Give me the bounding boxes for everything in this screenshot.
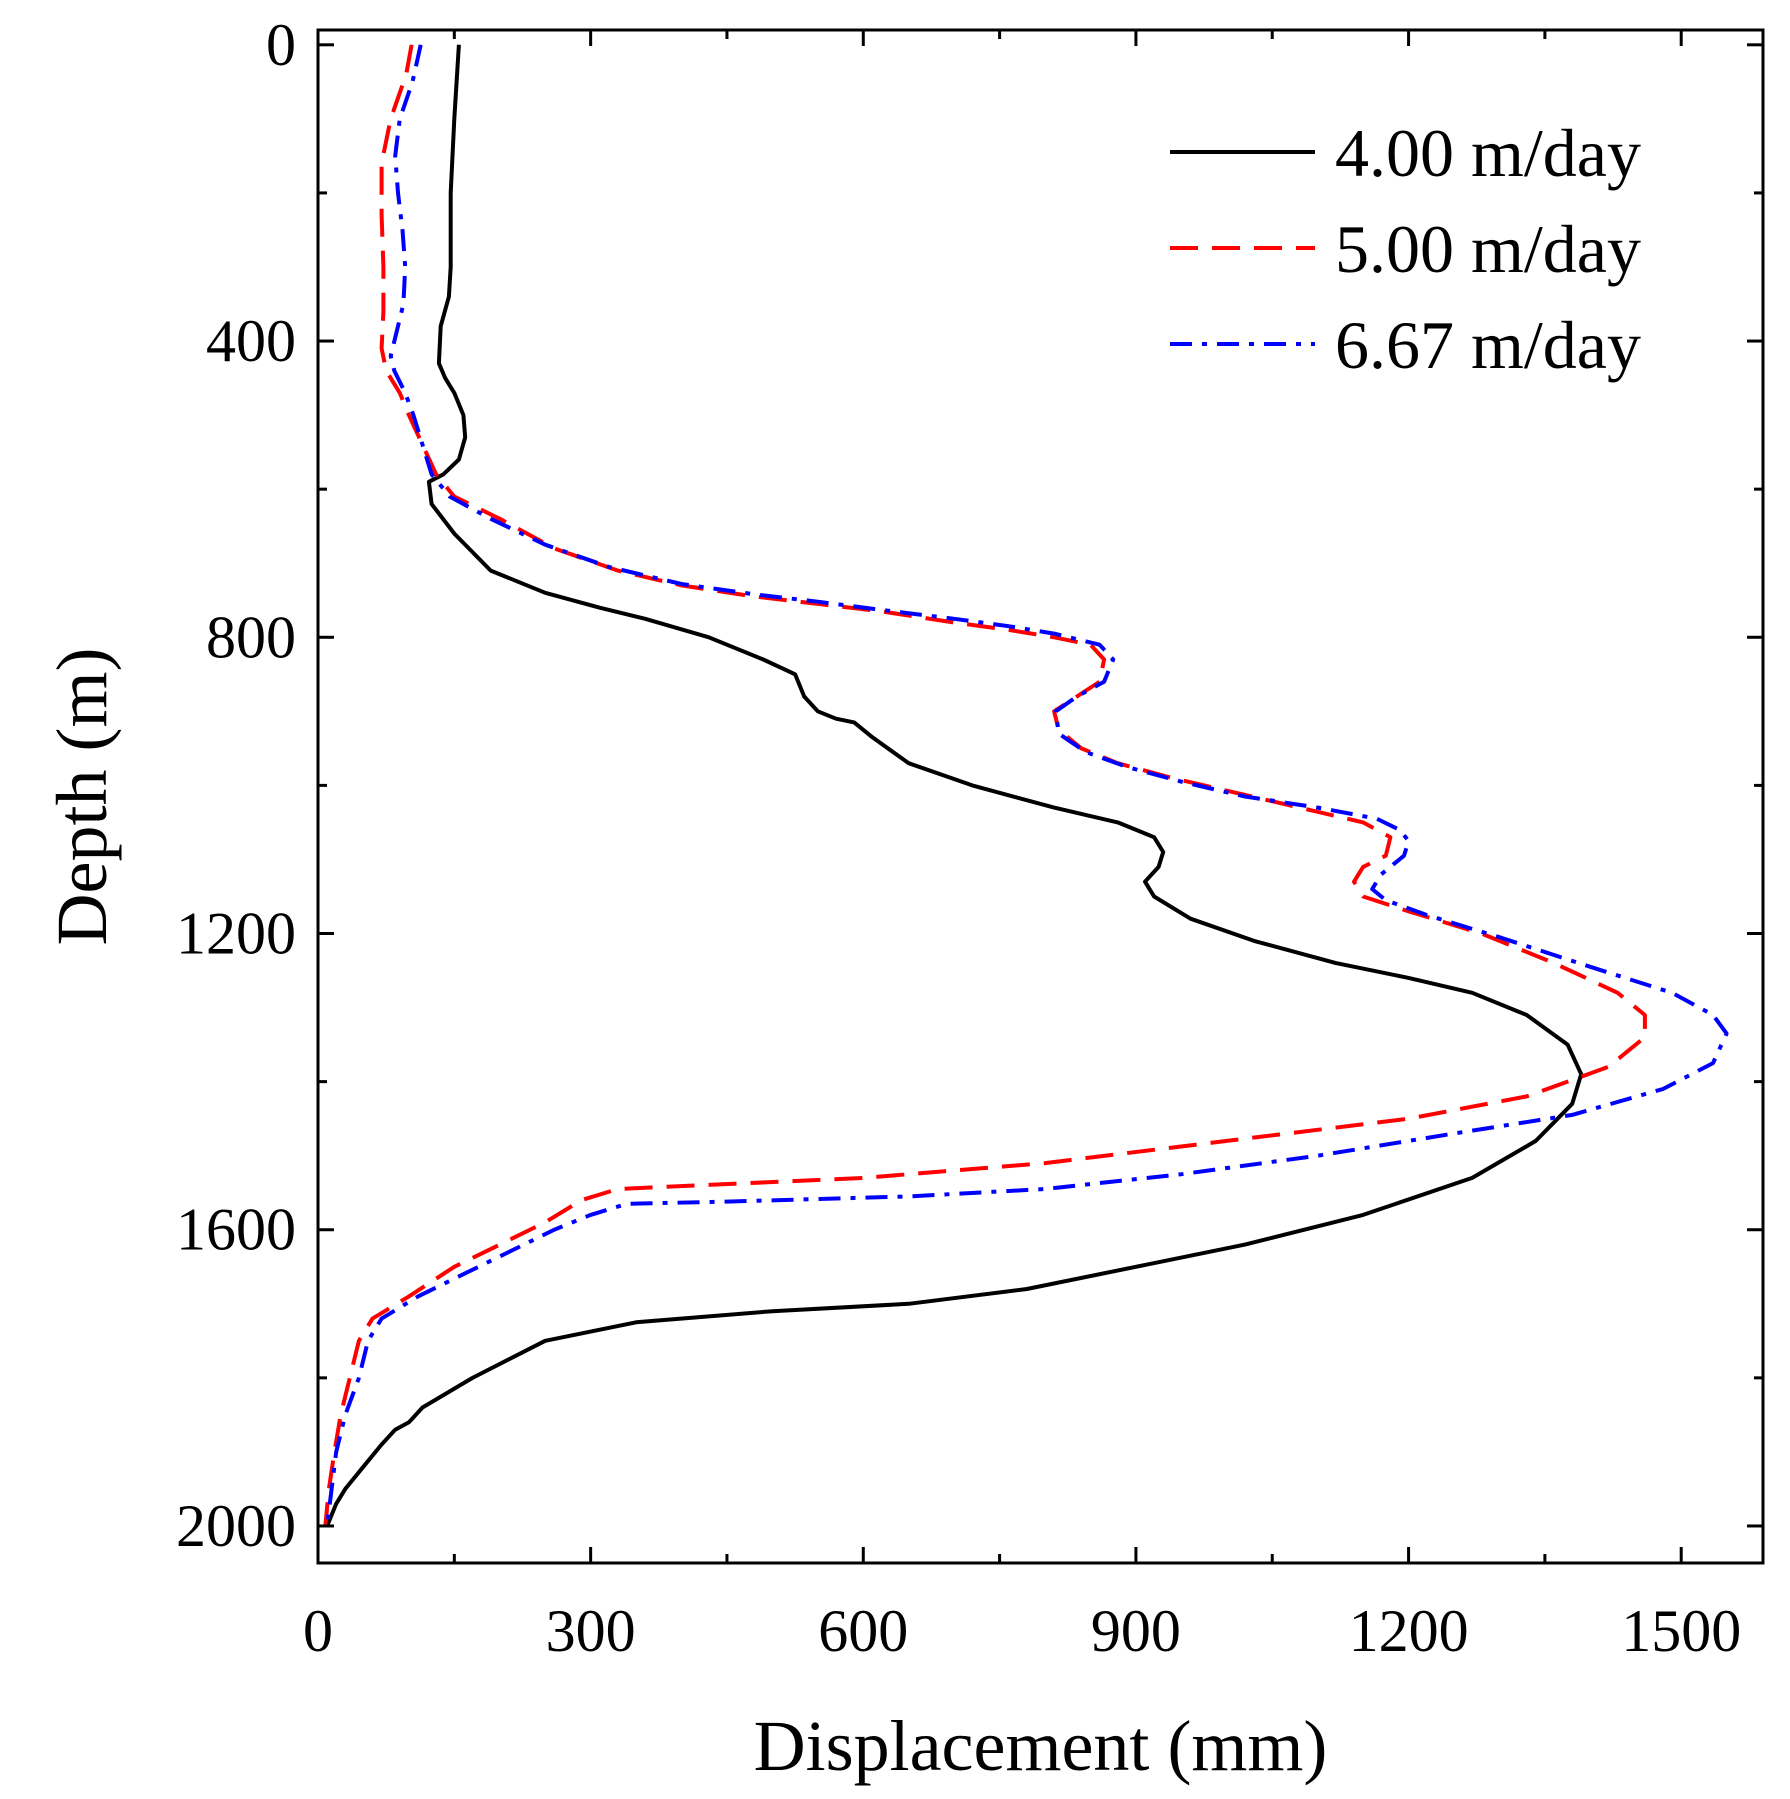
x-tick-label: 0 xyxy=(303,1598,333,1664)
plot-frame xyxy=(316,28,1765,1565)
series-line-1 xyxy=(325,44,1584,1527)
y-tick-label: 1600 xyxy=(176,1197,296,1263)
legend-label-2: 5.00 m/day xyxy=(1335,211,1641,287)
y-axis-title: Depth (m) xyxy=(42,648,122,946)
y-tick-label: 2000 xyxy=(176,1493,296,1559)
tick-labels-layer: 0 300 600 900 1200 1500 0 400 800 1200 1600 2000 xyxy=(176,12,1741,1664)
legend-label-3: 6.67 m/day xyxy=(1335,307,1641,383)
ticks-layer xyxy=(316,30,1763,1563)
x-tick-label: 1500 xyxy=(1621,1598,1741,1664)
series-line-2 xyxy=(323,44,1647,1527)
y-tick-label: 0 xyxy=(266,12,296,78)
y-tick-label: 400 xyxy=(206,308,296,374)
x-tick-label: 900 xyxy=(1091,1598,1181,1664)
legend-label-1: 4.00 m/day xyxy=(1335,115,1641,191)
legend: 4.00 m/day 5.00 m/day 6.67 m/day xyxy=(1170,115,1641,383)
series-line-3 xyxy=(325,44,1729,1527)
x-axis-title: Displacement (mm) xyxy=(754,1706,1328,1786)
series-layer xyxy=(323,44,1729,1527)
x-tick-label: 600 xyxy=(818,1598,908,1664)
x-tick-label: 1200 xyxy=(1349,1598,1469,1664)
y-tick-label: 1200 xyxy=(176,901,296,967)
x-tick-label: 300 xyxy=(546,1598,636,1664)
y-tick-label: 800 xyxy=(206,604,296,670)
